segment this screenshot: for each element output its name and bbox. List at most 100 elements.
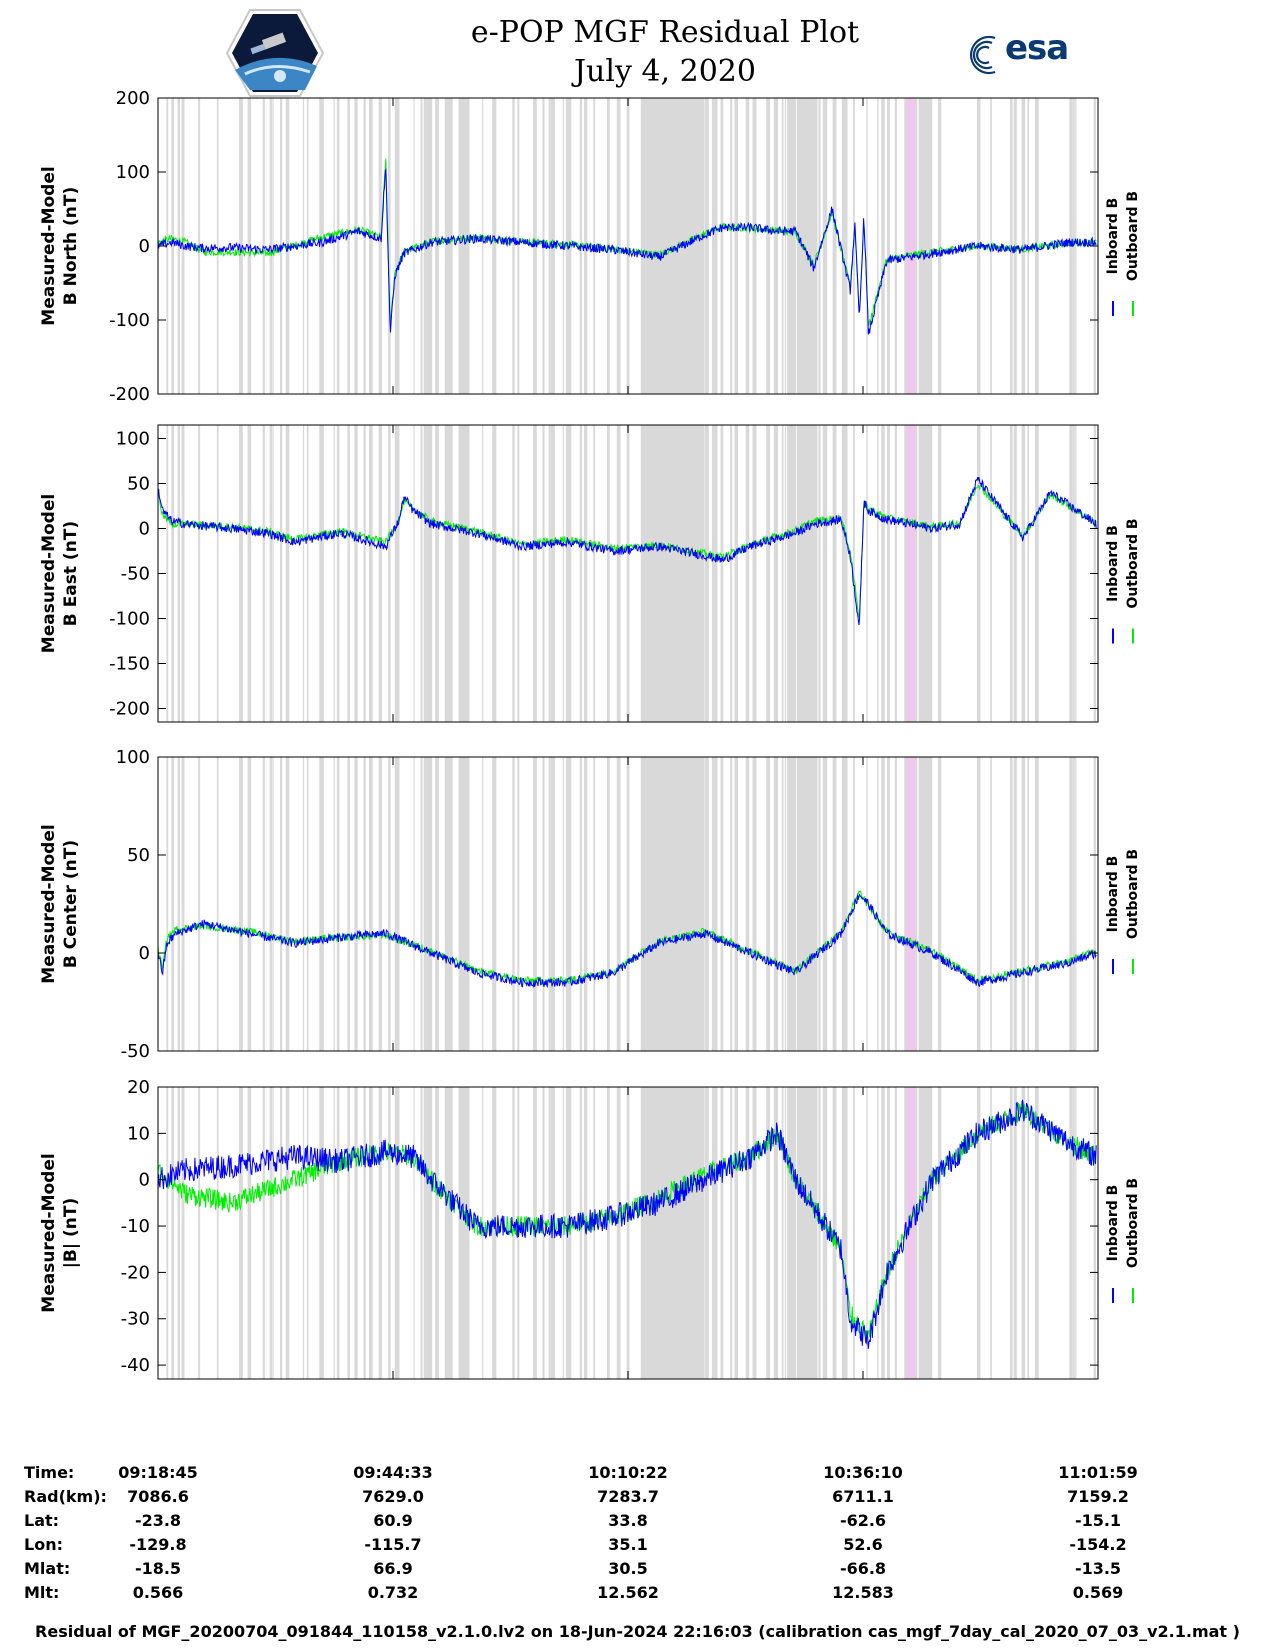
gap-band xyxy=(1069,425,1073,722)
gap-band xyxy=(567,425,572,722)
gap-band xyxy=(562,757,564,1051)
gap-band xyxy=(166,1087,169,1379)
plot-title: e-POP MGF Residual Plot xyxy=(470,15,860,50)
legend-label: Outboard B xyxy=(1125,849,1141,939)
y-tick-label: 0 xyxy=(139,236,150,257)
gap-band xyxy=(198,1087,201,1379)
gap-band xyxy=(177,425,181,722)
info-value: 7629.0 xyxy=(362,1487,424,1506)
gap-band xyxy=(866,98,868,394)
gap-band xyxy=(388,757,390,1051)
footer-caption: Residual of MGF_20200704_091844_110158_v… xyxy=(35,1622,1240,1641)
gap-band xyxy=(796,98,800,394)
gap-band xyxy=(517,757,520,1051)
gap-band xyxy=(216,757,219,1051)
gap-band xyxy=(781,757,784,1051)
gap-band xyxy=(1075,98,1077,394)
gap-band xyxy=(937,757,942,1051)
gap-band xyxy=(784,1087,787,1379)
gap-band xyxy=(752,1087,757,1379)
gap-band xyxy=(787,425,791,722)
gap-band xyxy=(551,425,555,722)
gap-band xyxy=(285,757,290,1051)
gap-band xyxy=(1035,1087,1039,1379)
y-tick-label: -30 xyxy=(121,1309,150,1330)
gap-band xyxy=(720,757,724,1051)
gap-band xyxy=(626,98,630,394)
gap-band xyxy=(435,757,439,1051)
gap-band xyxy=(354,425,358,722)
gap-band xyxy=(413,425,415,722)
gap-band xyxy=(446,1087,451,1379)
gap-band xyxy=(446,98,451,394)
gap-band xyxy=(216,98,219,394)
gap-band xyxy=(877,1087,879,1379)
gap-band xyxy=(395,1087,399,1379)
gap-band xyxy=(369,425,373,722)
inboard-series-line xyxy=(157,893,1097,989)
gap-band xyxy=(579,1087,583,1379)
gap-band xyxy=(881,98,885,394)
gap-band xyxy=(607,425,610,722)
info-value: 0.569 xyxy=(1072,1583,1124,1602)
gap-band xyxy=(565,757,568,1051)
gap-band xyxy=(752,757,757,1051)
legend-label: Outboard B xyxy=(1125,1178,1141,1268)
gap-band xyxy=(799,425,801,722)
gap-band xyxy=(793,757,796,1051)
gap-band xyxy=(1021,1087,1026,1379)
gap-band xyxy=(449,98,453,394)
gap-band xyxy=(735,98,738,394)
gap-band xyxy=(216,1087,219,1379)
gap-band xyxy=(420,757,423,1051)
gap-band xyxy=(533,425,537,722)
info-value: -13.5 xyxy=(1074,1559,1122,1578)
gap-block xyxy=(458,425,470,722)
gap-band xyxy=(823,1087,828,1379)
gap-band xyxy=(799,98,801,394)
gap-band xyxy=(269,1087,273,1379)
gap-band xyxy=(774,98,779,394)
gap-band xyxy=(198,425,201,722)
gap-band xyxy=(593,425,596,722)
gap-band xyxy=(887,98,891,394)
y-tick-label: 0 xyxy=(139,1170,150,1191)
gap-band xyxy=(894,425,897,722)
gap-band xyxy=(427,425,429,722)
gap-band xyxy=(319,757,323,1051)
y-tick-label: -50 xyxy=(121,564,150,585)
gap-band xyxy=(533,757,537,1051)
gap-band xyxy=(198,757,201,1051)
gap-band xyxy=(427,98,429,394)
gap-band xyxy=(492,1087,497,1379)
gap-band xyxy=(449,1087,453,1379)
info-row-rad: Rad(km): 7086.6 7629.0 7283.7 6711.1 7159.2 xyxy=(0,1487,1275,1509)
gap-band xyxy=(796,1087,800,1379)
panel-b-center: -50 0 50 100 Measured-Model B Center (nT) Inbo… xyxy=(39,747,1141,1062)
gap-band xyxy=(774,425,779,722)
gap-band xyxy=(347,425,349,722)
gap-band xyxy=(279,1087,283,1379)
data-gap-shading xyxy=(166,1087,1096,1379)
gap-band xyxy=(363,757,366,1051)
gap-band xyxy=(616,425,621,722)
gap-band xyxy=(512,757,515,1051)
gap-band xyxy=(306,1087,309,1379)
gap-band xyxy=(799,757,801,1051)
gap-band xyxy=(766,98,770,394)
gap-band xyxy=(285,425,290,722)
gap-band xyxy=(593,757,596,1051)
gap-band xyxy=(171,757,175,1051)
gap-band xyxy=(626,757,630,1051)
gap-band xyxy=(735,757,738,1051)
inboard-series-line xyxy=(157,1099,1097,1349)
gap-band xyxy=(482,1087,484,1379)
y-axis-label: B North (nT) xyxy=(61,187,81,306)
gap-band xyxy=(420,1087,423,1379)
gap-band xyxy=(517,425,520,722)
gap-band xyxy=(990,425,992,722)
info-row-label: Lon: xyxy=(24,1535,63,1554)
gap-band xyxy=(369,98,373,394)
panel-b-north: -200 -100 0 100 200 Measured-Model B North (nT… xyxy=(39,88,1141,405)
gap-band xyxy=(752,98,757,394)
